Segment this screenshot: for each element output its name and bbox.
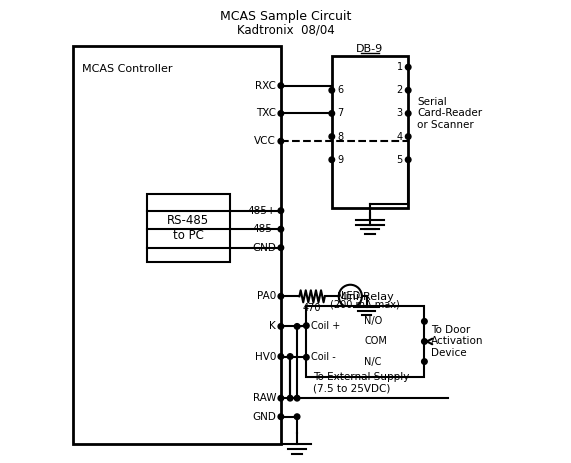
Text: K: K (270, 321, 276, 332)
Circle shape (421, 338, 427, 344)
Text: DB-9: DB-9 (356, 44, 384, 54)
Text: COM: COM (364, 337, 387, 346)
Circle shape (278, 208, 284, 213)
Circle shape (278, 354, 284, 359)
Text: RAW: RAW (253, 393, 276, 403)
Text: 1: 1 (396, 62, 403, 72)
Circle shape (405, 64, 411, 70)
Text: Coil -: Coil - (311, 352, 336, 362)
Circle shape (294, 414, 300, 419)
Text: 485-: 485- (252, 224, 276, 234)
Text: TXC: TXC (256, 108, 276, 119)
Circle shape (278, 414, 284, 419)
Text: 2: 2 (396, 85, 403, 95)
Text: HV0: HV0 (255, 351, 276, 362)
Text: GND: GND (252, 243, 276, 253)
Text: Serial
Card-Reader
or Scanner: Serial Card-Reader or Scanner (417, 97, 482, 130)
Circle shape (294, 324, 300, 329)
Text: MCAS Controller: MCAS Controller (82, 64, 172, 75)
Text: PA0: PA0 (257, 291, 276, 301)
Text: To External Supply
(7.5 to 25VDC): To External Supply (7.5 to 25VDC) (313, 372, 409, 394)
Text: N/O: N/O (364, 316, 383, 326)
Circle shape (421, 359, 427, 364)
Circle shape (329, 88, 335, 93)
Circle shape (278, 226, 284, 232)
Circle shape (329, 111, 335, 116)
Text: 470: 470 (303, 303, 321, 313)
Circle shape (278, 324, 284, 329)
Circle shape (405, 111, 411, 116)
FancyBboxPatch shape (306, 306, 424, 377)
Text: 4: 4 (396, 131, 403, 142)
Text: Mini-Relay: Mini-Relay (336, 292, 394, 302)
Text: 6: 6 (337, 85, 344, 95)
Text: (200 mA max): (200 mA max) (331, 299, 400, 309)
Text: To Door
Activation
Device: To Door Activation Device (431, 325, 484, 358)
Text: RS-485
to PC: RS-485 to PC (167, 214, 210, 242)
Circle shape (329, 134, 335, 139)
Text: 7: 7 (337, 108, 344, 119)
Text: 8: 8 (337, 131, 344, 142)
Circle shape (278, 395, 284, 401)
Circle shape (405, 134, 411, 139)
Circle shape (278, 111, 284, 116)
Text: 3: 3 (396, 108, 403, 119)
Text: GND: GND (252, 412, 276, 422)
Text: N/C: N/C (364, 357, 381, 367)
Circle shape (287, 395, 293, 401)
Text: LED: LED (341, 291, 360, 301)
Text: VCC: VCC (254, 136, 276, 146)
Text: 9: 9 (337, 155, 344, 165)
Circle shape (405, 157, 411, 163)
Text: Kadtronix  08/04: Kadtronix 08/04 (236, 24, 335, 37)
Circle shape (304, 355, 309, 360)
Text: 5: 5 (396, 155, 403, 165)
Circle shape (278, 83, 284, 88)
Text: MCAS Sample Circuit: MCAS Sample Circuit (220, 10, 351, 23)
Circle shape (304, 323, 309, 328)
Circle shape (294, 395, 300, 401)
Circle shape (278, 245, 284, 250)
Text: Coil +: Coil + (311, 321, 340, 331)
Circle shape (287, 354, 293, 359)
FancyBboxPatch shape (147, 194, 230, 262)
Circle shape (421, 319, 427, 324)
Text: 485+: 485+ (248, 206, 276, 216)
Circle shape (329, 157, 335, 163)
Circle shape (278, 294, 284, 299)
Text: RXC: RXC (255, 81, 276, 91)
Circle shape (405, 88, 411, 93)
Circle shape (278, 138, 284, 144)
